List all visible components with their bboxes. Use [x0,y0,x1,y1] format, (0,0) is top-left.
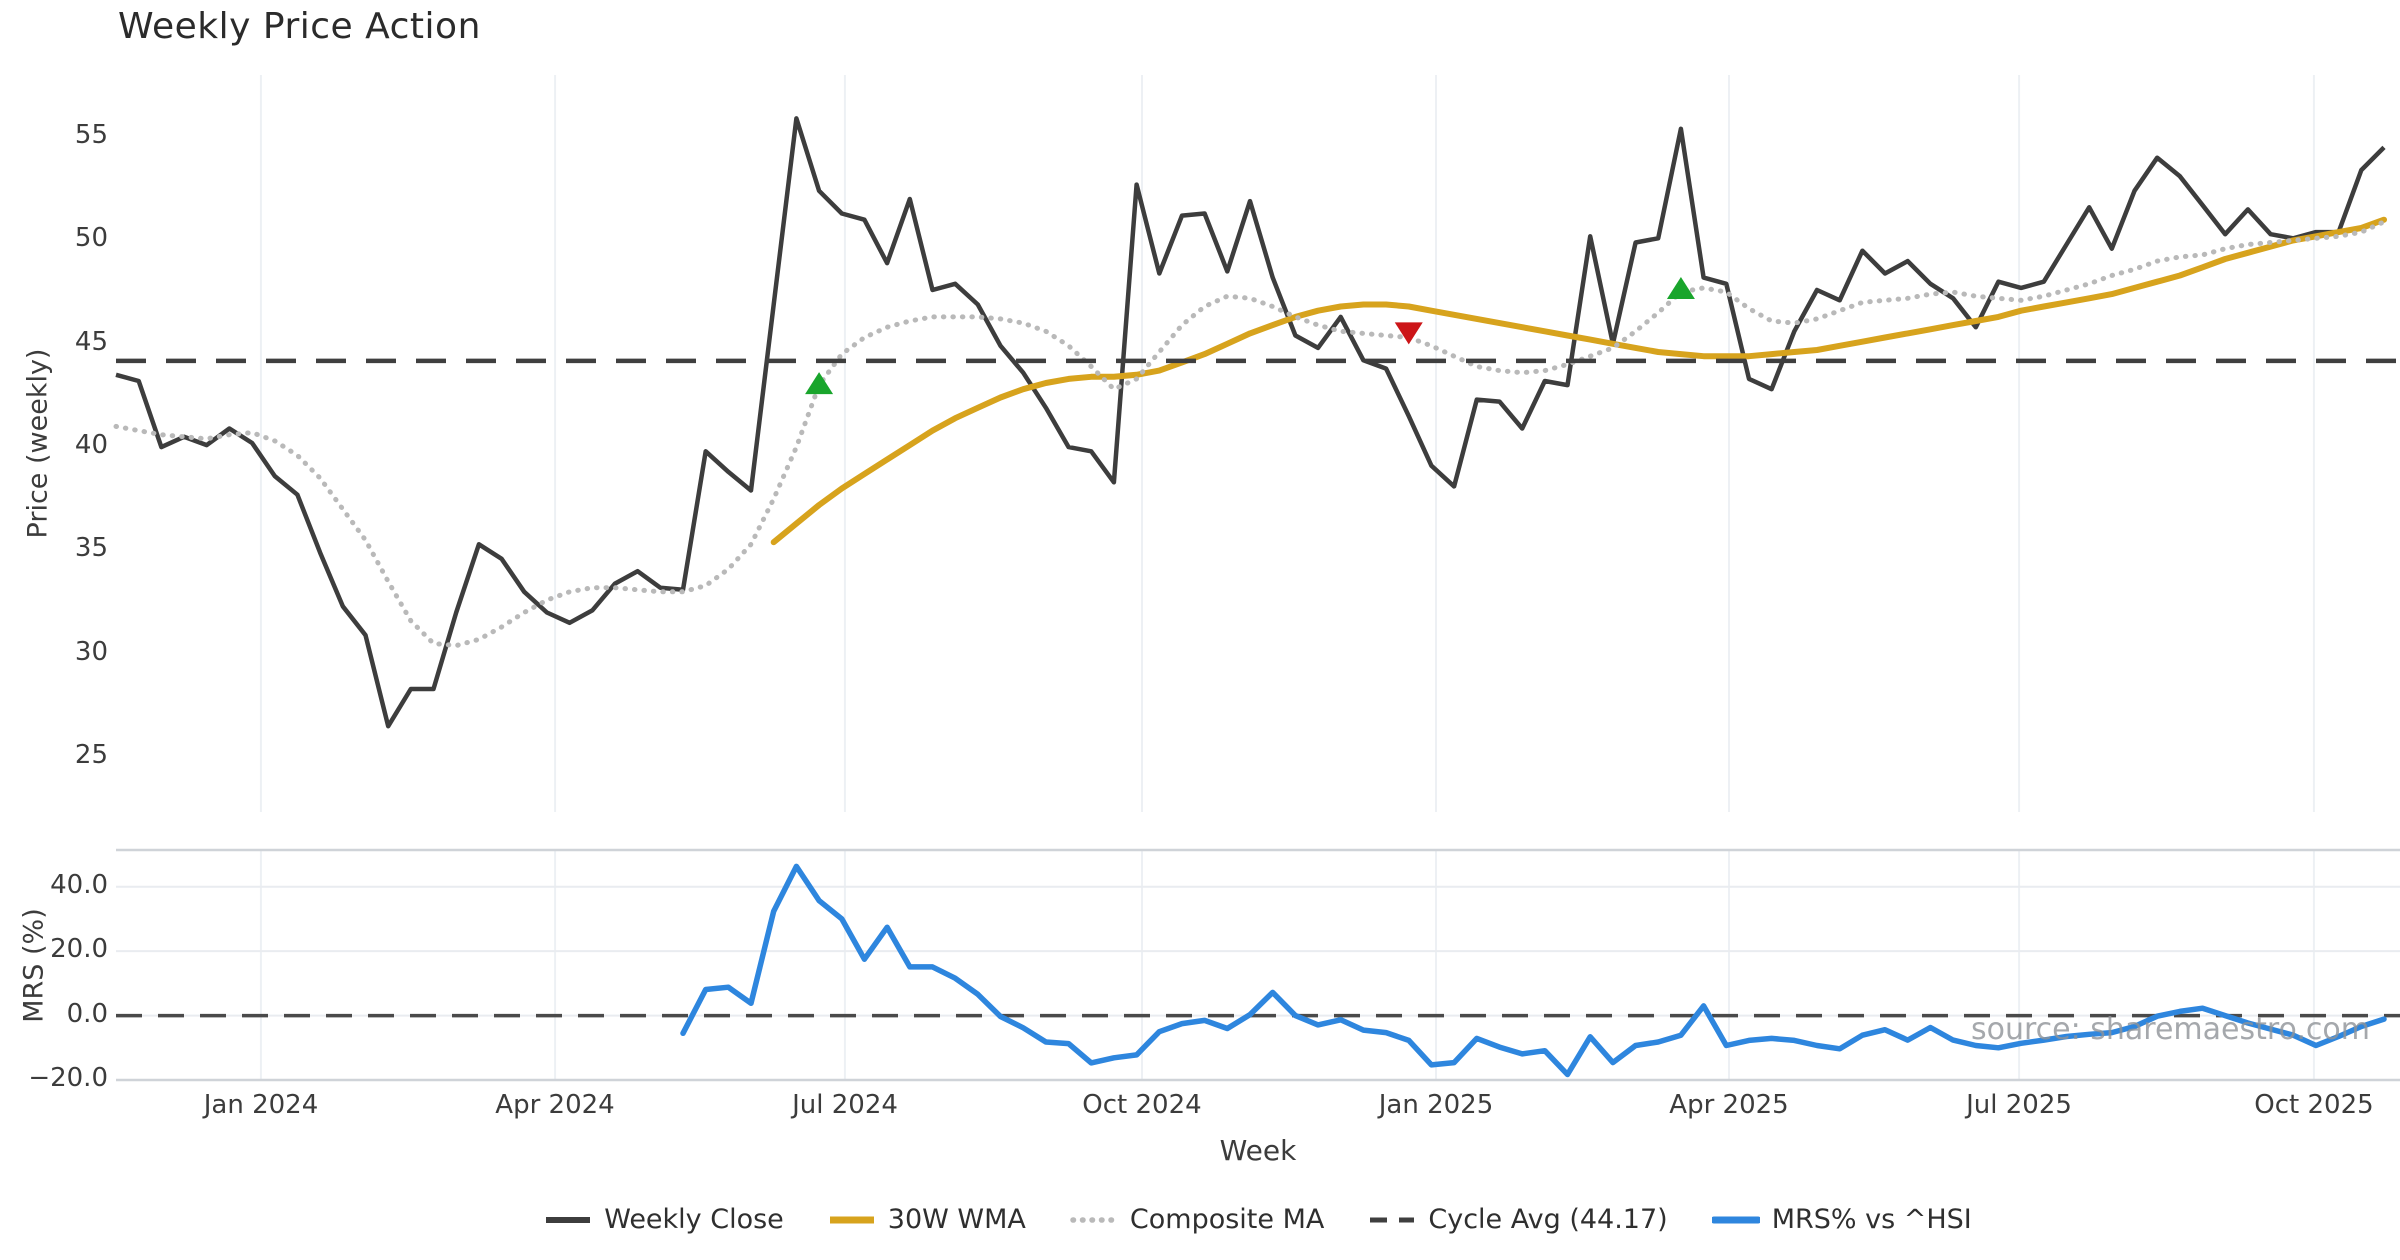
x-tick-label: Jul 2025 [1966,1090,2072,1120]
x-tick-label: Jul 2024 [792,1090,898,1120]
legend-label: 30W WMA [887,1204,1026,1235]
cycle-avg-swatch-icon [1370,1217,1415,1222]
mrs-chart-gridlines [259,850,2315,1080]
y-tick-label: 55 [74,120,108,151]
legend: Weekly Close 30W WMA Composite MA Cycle … [116,1204,2400,1235]
legend-item-weekly-close[interactable]: Weekly Close [544,1204,784,1235]
legend-label: Cycle Avg (44.17) [1428,1204,1668,1235]
legend-item-cycle-avg[interactable]: Cycle Avg (44.17) [1368,1204,1668,1235]
x-tick-label: Apr 2025 [1669,1090,1789,1120]
mrs-y-axis: 40.0 20.0 0.0 −20.0 [0,0,108,1260]
wma-swatch-icon [829,1216,874,1223]
legend-label: Weekly Close [604,1204,784,1235]
x-tick-label: Oct 2024 [1082,1090,1202,1120]
y-tick-label: −20.0 [28,1063,108,1093]
x-tick-label: Jan 2024 [203,1090,319,1120]
x-axis-title: Week [1219,1134,1297,1167]
legend-label: MRS% vs ^HSI [1771,1204,1972,1235]
buy-signal-marker[interactable] [805,372,834,395]
wma-30w-line[interactable] [770,216,2387,546]
x-tick-label: Oct 2025 [2254,1090,2374,1120]
y-tick-label: 25 [74,740,108,771]
buy-signal-marker[interactable] [1666,277,1695,300]
legend-item-composite-ma[interactable]: Composite MA [1070,1204,1324,1235]
source-watermark: source: sharemaestro.com [1971,1012,2370,1047]
y-tick-label: 50 [74,223,108,254]
y-tick-label: 30 [74,636,108,667]
price-y-axis: 55 50 45 40 35 30 25 [0,0,108,1260]
legend-item-30w-wma[interactable]: 30W WMA [828,1204,1026,1235]
weekly-close-line[interactable] [115,116,2386,729]
signal-markers [805,277,1695,395]
sell-signal-marker[interactable] [1394,322,1423,345]
composite-ma-swatch-icon [1070,1216,1118,1223]
y-tick-label: 45 [74,326,108,357]
mrs-swatch-icon [1711,1216,1760,1223]
legend-label: Composite MA [1129,1204,1325,1235]
y-tick-label: 35 [74,533,108,564]
y-tick-label: 20.0 [50,934,108,965]
price-chart-area[interactable] [113,116,2400,729]
x-tick-label: Apr 2024 [495,1090,615,1120]
composite-ma-line[interactable] [113,219,2387,649]
y-tick-label: 0.0 [66,998,108,1029]
chart-title: Weekly Price Action [118,6,481,47]
mrs-chart-area[interactable] [116,863,2400,1078]
y-tick-label: 40 [74,430,108,461]
legend-item-mrs[interactable]: MRS% vs ^HSI [1711,1204,1972,1235]
mrs-line[interactable] [680,863,2387,1078]
y-tick-label: 40.0 [50,869,108,900]
weekly-close-swatch-icon [546,1216,591,1223]
x-tick-label: Jan 2025 [1378,1090,1494,1120]
